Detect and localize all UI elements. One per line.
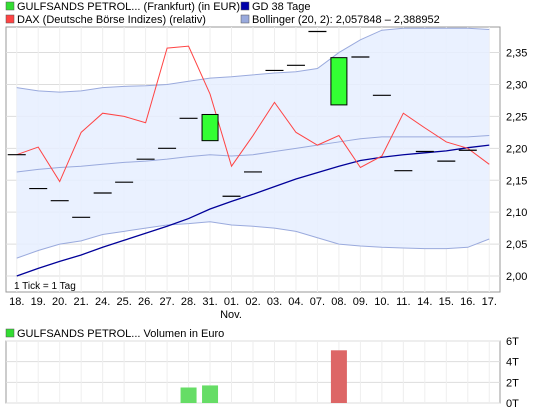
x-tick-label: 27. — [159, 296, 174, 308]
x-tick-label: 28. — [181, 296, 196, 308]
x-tick-label: 17. — [482, 296, 497, 308]
bollinger-middle-line — [16, 135, 490, 173]
volume-y-tick-label: 2T — [506, 377, 519, 389]
y-tick-label: 2,00 — [506, 271, 527, 283]
x-tick-label: 11. — [396, 296, 410, 308]
y-tick-label: 2,35 — [506, 48, 527, 60]
legend-label: DAX (Deutsche Börse Indizes) (relativ) — [17, 14, 206, 26]
legend-swatch — [240, 1, 250, 11]
volume-bars — [180, 350, 347, 403]
series-lines — [16, 45, 490, 277]
y-tick-label: 2,05 — [506, 239, 527, 251]
main-legend: GULFSANDS PETROL... (Frankfurt) (in EUR)… — [5, 1, 440, 26]
y-tick-label: 2,30 — [506, 79, 527, 91]
y-tick-label: 2,10 — [506, 207, 527, 219]
x-tick-label: 08. — [331, 296, 346, 308]
volume-bar — [330, 350, 347, 403]
volume-bar — [202, 385, 219, 403]
volume-bar — [180, 387, 197, 403]
x-tick-label: 21. — [74, 296, 89, 308]
gd38-line — [16, 144, 490, 277]
x-tick-label: 10. — [374, 296, 389, 308]
x-axis: 18. 19. 20. 21. 24. 25. 26. 27. 28. 31. 01. 02. 03. 0… — [9, 296, 497, 308]
x-tick-label: 07. — [310, 296, 325, 308]
x-tick-label: 16. — [460, 296, 475, 308]
price-box — [201, 113, 219, 142]
bollinger-upper-line — [16, 27, 490, 93]
x-tick-label: 15. — [439, 296, 454, 308]
x-tick-label: 20. — [52, 296, 67, 308]
x-tick-label: 01. — [224, 296, 239, 308]
bollinger-lower-line — [16, 221, 490, 259]
main-y-axis: 2,00 2,05 2,10 2,15 2,20 2,25 2,30 2,35 — [506, 48, 527, 283]
x-tick-label: 25. — [116, 296, 131, 308]
x-tick-label: 04. — [288, 296, 303, 308]
legend-label: GULFSANDS PETROL... (Frankfurt) (in EUR) — [17, 1, 240, 13]
legend-swatch — [240, 14, 250, 24]
x-tick-label: 03. — [267, 296, 282, 308]
legend-label: GD 38 Tage — [252, 1, 311, 13]
x-tick-label: 19. — [31, 296, 46, 308]
volume-y-tick-label: 4T — [506, 357, 519, 369]
x-tick-label: 24. — [95, 296, 110, 308]
x-tick-label: 26. — [138, 296, 153, 308]
legend-swatch — [5, 14, 15, 24]
y-tick-label: 2,20 — [506, 143, 527, 155]
volume-y-tick-label: 6T — [506, 336, 519, 348]
volume-gridlines — [6, 340, 500, 404]
legend-label: Bollinger (20, 2): 2,057848 – 2,388952 — [252, 14, 440, 26]
bollinger-band — [16, 27, 490, 259]
legend-swatch — [5, 328, 15, 338]
volume-legend: GULFSANDS PETROL... Volumen in Euro — [5, 328, 224, 340]
x-tick-label: 18. — [9, 296, 24, 308]
tick-note: 1 Tick = 1 Tag — [14, 281, 76, 292]
dax-line — [16, 45, 490, 183]
y-tick-label: 2,25 — [506, 111, 527, 123]
bollinger-fill — [16, 28, 490, 259]
month-label: Nov. — [220, 309, 242, 321]
price-marks — [7, 30, 477, 218]
x-tick-label: 31. — [202, 296, 217, 308]
price-box — [330, 57, 348, 106]
legend-label: GULFSANDS PETROL... Volumen in Euro — [17, 328, 224, 340]
volume-y-tick-label: 0T — [506, 398, 519, 410]
x-tick-label: 02. — [245, 296, 260, 308]
x-tick-label: 14. — [417, 296, 432, 308]
x-tick-label: 09. — [353, 296, 368, 308]
legend-swatch — [5, 1, 15, 11]
y-tick-label: 2,15 — [506, 175, 527, 187]
volume-y-axis: 0T 2T 4T 6T — [506, 336, 519, 410]
